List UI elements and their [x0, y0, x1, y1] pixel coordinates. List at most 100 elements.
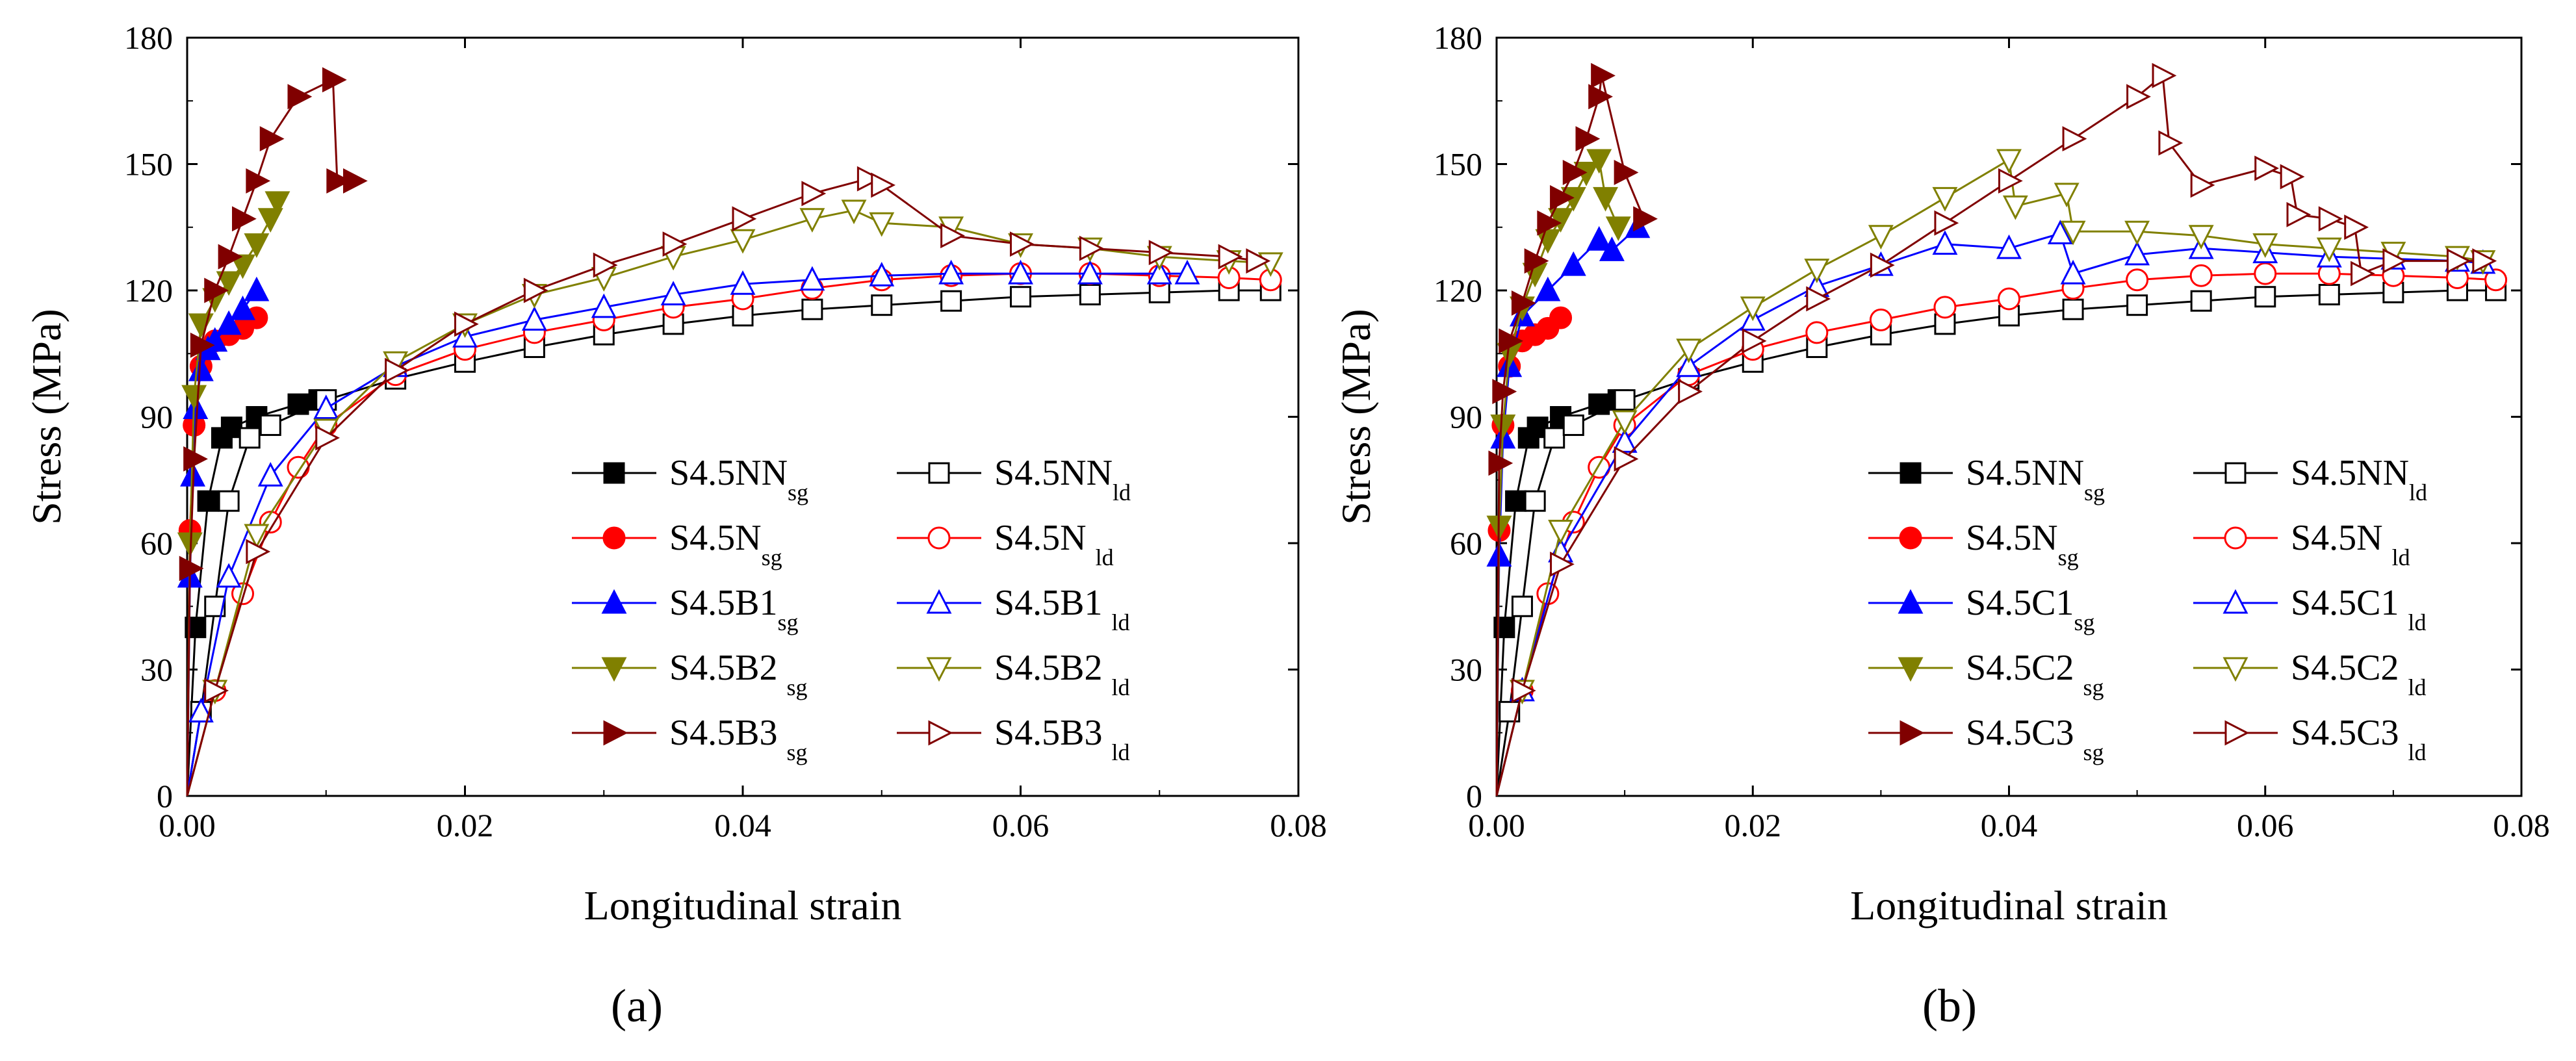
- chart-panel-a: 0 30 60 90 120 150 180 0.00 0.02 0.04 0.06 0.08 Long…: [23, 19, 1327, 1032]
- data-point: [1591, 62, 1616, 88]
- data-point: [521, 306, 547, 331]
- legend-label: S4.5B3 ld: [994, 713, 1130, 765]
- data-point: [1676, 339, 1702, 364]
- data-point: [181, 385, 207, 410]
- legend-marker: [2224, 526, 2247, 550]
- y-tick-label: 0: [157, 778, 173, 814]
- legend-marker: [928, 462, 950, 484]
- data-point: [190, 332, 215, 358]
- legend-item: S4.5B2 sg: [572, 648, 808, 700]
- data-point: [1148, 240, 1174, 266]
- data-point: [1079, 283, 1101, 305]
- data-point: [1932, 186, 1958, 212]
- data-point: [801, 181, 827, 207]
- data-point: [1535, 276, 1561, 301]
- data-point: [2124, 220, 2150, 246]
- legend-subscript: sg: [788, 479, 808, 505]
- legend-label: S4.5NNsg: [669, 453, 808, 505]
- data-point: [938, 259, 964, 285]
- data-point: [454, 311, 479, 337]
- data-point: [1588, 84, 1613, 110]
- data-point: [1077, 259, 1103, 285]
- x-tick-label: 0.02: [1725, 807, 1782, 843]
- data-point: [2152, 62, 2177, 88]
- data-point: [313, 394, 339, 420]
- legend-marker: [2224, 462, 2247, 484]
- legend-label: S4.5Nsg: [669, 518, 782, 570]
- legend-label: S4.5C1sg: [1966, 583, 2095, 635]
- data-point: [1524, 248, 1549, 274]
- data-point: [940, 290, 962, 312]
- legend-marker: [926, 657, 952, 682]
- y-tick-label: 180: [1434, 19, 1482, 56]
- legend-subscript: ld: [1112, 674, 1130, 700]
- data-point: [1562, 414, 1584, 436]
- data-point: [2316, 237, 2342, 262]
- legend-subscript: sg: [787, 674, 808, 700]
- data-point: [2126, 294, 2148, 316]
- x-axis-title: Longitudinal strain: [1850, 882, 2168, 928]
- data-point: [1550, 551, 1575, 577]
- data-point: [287, 84, 313, 110]
- data-point: [1633, 206, 1658, 232]
- data-point: [2189, 264, 2213, 287]
- data-point: [1499, 328, 1523, 354]
- y-tick-label: 120: [1434, 272, 1482, 309]
- data-point: [869, 262, 895, 287]
- legend-subscript: ld: [1112, 609, 1130, 635]
- y-tick-label: 180: [124, 19, 173, 56]
- data-point: [1599, 236, 1625, 261]
- legend-item: S4.5N ld: [897, 518, 1114, 570]
- legend-item: S4.5C3 ld: [2193, 713, 2427, 765]
- data-point: [662, 231, 688, 257]
- data-point: [2280, 164, 2305, 190]
- data-point: [1511, 290, 1536, 316]
- data-point: [1996, 234, 2022, 259]
- legend-label: S4.5NNld: [994, 453, 1131, 505]
- data-point: [871, 294, 893, 316]
- data-point: [591, 293, 617, 318]
- data-point: [1511, 678, 1536, 704]
- legend-marker: [603, 720, 628, 746]
- data-point: [179, 556, 204, 582]
- data-point: [259, 126, 285, 152]
- data-point: [2382, 248, 2408, 274]
- legend-item: S4.5C2 ld: [2193, 648, 2427, 700]
- y-tick-label: 90: [140, 399, 173, 435]
- data-point: [2318, 206, 2343, 232]
- series-s4-5c3-ld: [1495, 62, 2497, 797]
- legend-label: S4.5N ld: [994, 518, 1114, 570]
- legend-subscript: sg: [2058, 544, 2079, 570]
- y-tick-label: 150: [124, 146, 173, 183]
- data-point: [1550, 185, 1575, 211]
- legend-label: S4.5Nsg: [1966, 518, 2079, 570]
- data-point: [1174, 259, 1200, 285]
- legend: S4.5NNsg S4.5NNld S4.5Nsg S4.5N ld S4.5B1sg S…: [572, 453, 1131, 765]
- legend-item: S4.5B1 ld: [897, 583, 1130, 635]
- data-point: [1933, 296, 1957, 319]
- data-point: [246, 168, 271, 194]
- x-tick-label: 0.06: [2237, 807, 2294, 843]
- data-point: [2060, 220, 2086, 246]
- data-point: [2062, 126, 2087, 152]
- data-point: [1146, 259, 1172, 285]
- data-point: [322, 67, 347, 93]
- data-point: [216, 310, 242, 335]
- data-point: [315, 425, 341, 451]
- legend-item: S4.5B3 ld: [897, 713, 1130, 765]
- legend-marker: [1900, 462, 1922, 484]
- data-point: [2124, 240, 2150, 266]
- data-point: [218, 244, 243, 270]
- data-point: [1932, 230, 1958, 255]
- data-point: [2484, 268, 2508, 292]
- data-point: [2318, 283, 2340, 305]
- legend-marker: [2222, 589, 2248, 614]
- x-tick-label: 0.00: [1468, 807, 1525, 843]
- legend-item: S4.5NNsg: [572, 453, 808, 505]
- data-point: [1934, 313, 1956, 335]
- legend-label: S4.5B2 sg: [669, 648, 808, 700]
- panel-label: (b): [1922, 980, 1977, 1032]
- y-tick-label: 30: [1450, 652, 1482, 688]
- legend-item: S4.5NNsg: [1868, 453, 2105, 505]
- data-point: [1010, 231, 1035, 257]
